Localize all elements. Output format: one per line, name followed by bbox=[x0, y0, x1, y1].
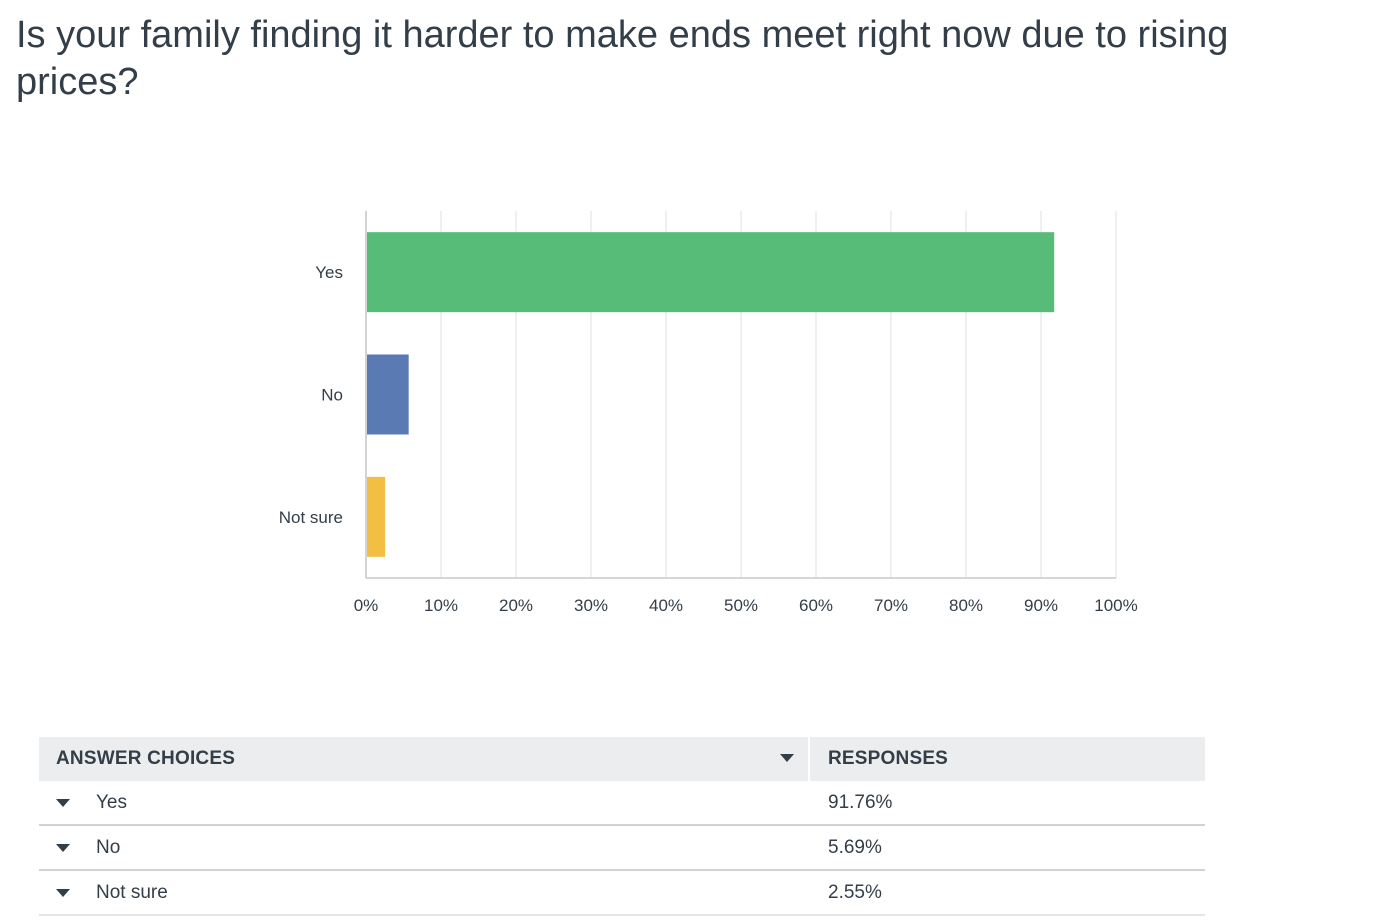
bar-yes bbox=[367, 232, 1055, 313]
expand-caret-down-icon[interactable] bbox=[56, 843, 70, 852]
category-label: No bbox=[321, 386, 343, 405]
response-cell: 2.55% bbox=[828, 881, 882, 903]
x-tick-label: 100% bbox=[1094, 596, 1137, 615]
table-row: No 5.69% bbox=[39, 826, 1205, 871]
x-tick-label: 30% bbox=[574, 596, 608, 615]
bar-no bbox=[367, 354, 409, 435]
table-row: Yes 91.76% bbox=[39, 781, 1205, 826]
sort-caret-down-icon[interactable] bbox=[780, 754, 794, 762]
response-cell: 5.69% bbox=[828, 836, 882, 858]
x-tick-label: 50% bbox=[724, 596, 758, 615]
answer-choice-cell: Yes bbox=[39, 781, 810, 824]
x-tick-label: 0% bbox=[354, 596, 379, 615]
answer-choice-cell: No bbox=[39, 826, 810, 869]
x-tick-label: 20% bbox=[499, 596, 533, 615]
expand-caret-down-icon[interactable] bbox=[56, 798, 70, 807]
table-row: Not sure 2.55% bbox=[39, 871, 1205, 916]
x-tick-label: 40% bbox=[649, 596, 683, 615]
answer-choices-header[interactable]: ANSWER CHOICES bbox=[39, 737, 810, 781]
x-tick-label: 60% bbox=[799, 596, 833, 615]
x-tick-label: 90% bbox=[1024, 596, 1058, 615]
response-cell: 91.76% bbox=[828, 791, 893, 813]
category-label: Not sure bbox=[279, 508, 343, 527]
x-tick-label: 70% bbox=[874, 596, 908, 615]
bar-chart: Yes No Not sure 0% 10% 20% 30% 40% 50% 60% 70% 80% 9… bbox=[279, 211, 1138, 615]
answer-choices-header-label: ANSWER CHOICES bbox=[56, 748, 236, 769]
x-tick-label: 80% bbox=[949, 596, 983, 615]
bar-not-sure bbox=[367, 476, 386, 557]
responses-header-label: RESPONSES bbox=[828, 748, 949, 769]
table-header: ANSWER CHOICES RESPONSES bbox=[39, 737, 1205, 781]
category-label: Yes bbox=[315, 263, 343, 282]
x-tick-label: 10% bbox=[424, 596, 458, 615]
expand-caret-down-icon[interactable] bbox=[56, 888, 70, 897]
answer-choice-label: Not sure bbox=[96, 881, 168, 903]
answer-choice-label: Yes bbox=[96, 791, 127, 813]
answer-choice-label: No bbox=[96, 836, 121, 858]
answer-choice-cell: Not sure bbox=[39, 871, 810, 914]
responses-header: RESPONSES bbox=[810, 737, 1205, 781]
answer-table: ANSWER CHOICES RESPONSES Yes 91.76% No 5… bbox=[39, 737, 1205, 916]
question-title: Is your family finding it harder to make… bbox=[16, 14, 1229, 103]
